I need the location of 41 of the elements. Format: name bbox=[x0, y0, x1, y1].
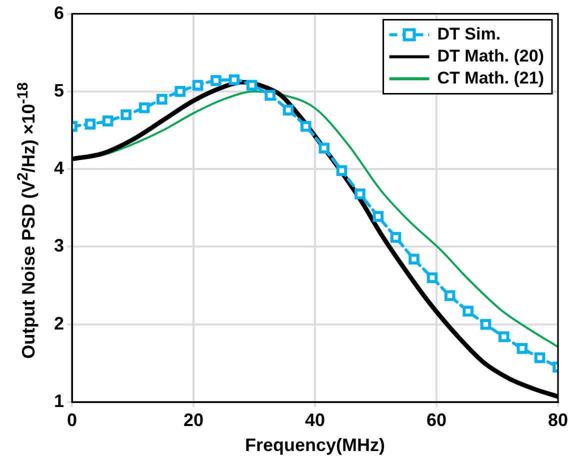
x-tick-label: 0 bbox=[66, 410, 78, 430]
y-tick-label: 6 bbox=[54, 2, 64, 23]
point bbox=[390, 232, 402, 243]
point bbox=[120, 109, 132, 120]
point bbox=[534, 352, 546, 364]
legend-label: DT Math. (20) bbox=[437, 46, 544, 66]
point bbox=[444, 290, 456, 302]
point bbox=[516, 343, 528, 354]
y-tick-label: 1 bbox=[54, 390, 64, 411]
legend-label: CT Math. (21) bbox=[437, 68, 544, 88]
point bbox=[246, 80, 258, 91]
point bbox=[462, 306, 474, 317]
point bbox=[174, 86, 186, 97]
point bbox=[264, 90, 276, 101]
point bbox=[426, 272, 438, 284]
x-tick-label: 80 bbox=[548, 410, 568, 430]
point bbox=[318, 142, 330, 154]
point bbox=[156, 94, 168, 105]
legend-label: DT Sim. bbox=[437, 24, 501, 44]
point bbox=[84, 118, 96, 130]
point bbox=[372, 211, 384, 222]
x-tick-label: 40 bbox=[304, 410, 326, 430]
y-tick-label: 2 bbox=[54, 313, 64, 334]
x-axis-title: Frequency(MHz) bbox=[244, 435, 386, 456]
point bbox=[282, 104, 294, 116]
x-tick-label: 20 bbox=[183, 410, 204, 430]
point bbox=[354, 188, 366, 200]
point bbox=[408, 254, 420, 265]
x-tick-label: 60 bbox=[426, 410, 447, 430]
point bbox=[138, 102, 150, 114]
point bbox=[102, 116, 114, 126]
point bbox=[336, 165, 348, 176]
point bbox=[480, 318, 492, 330]
point bbox=[498, 331, 510, 342]
point bbox=[210, 75, 222, 86]
point bbox=[192, 80, 204, 91]
y-tick-label: 4 bbox=[54, 158, 64, 178]
point bbox=[300, 120, 312, 132]
y-tick-label: 3 bbox=[54, 236, 64, 256]
point bbox=[228, 74, 240, 86]
y-tick-label: 5 bbox=[54, 80, 64, 100]
